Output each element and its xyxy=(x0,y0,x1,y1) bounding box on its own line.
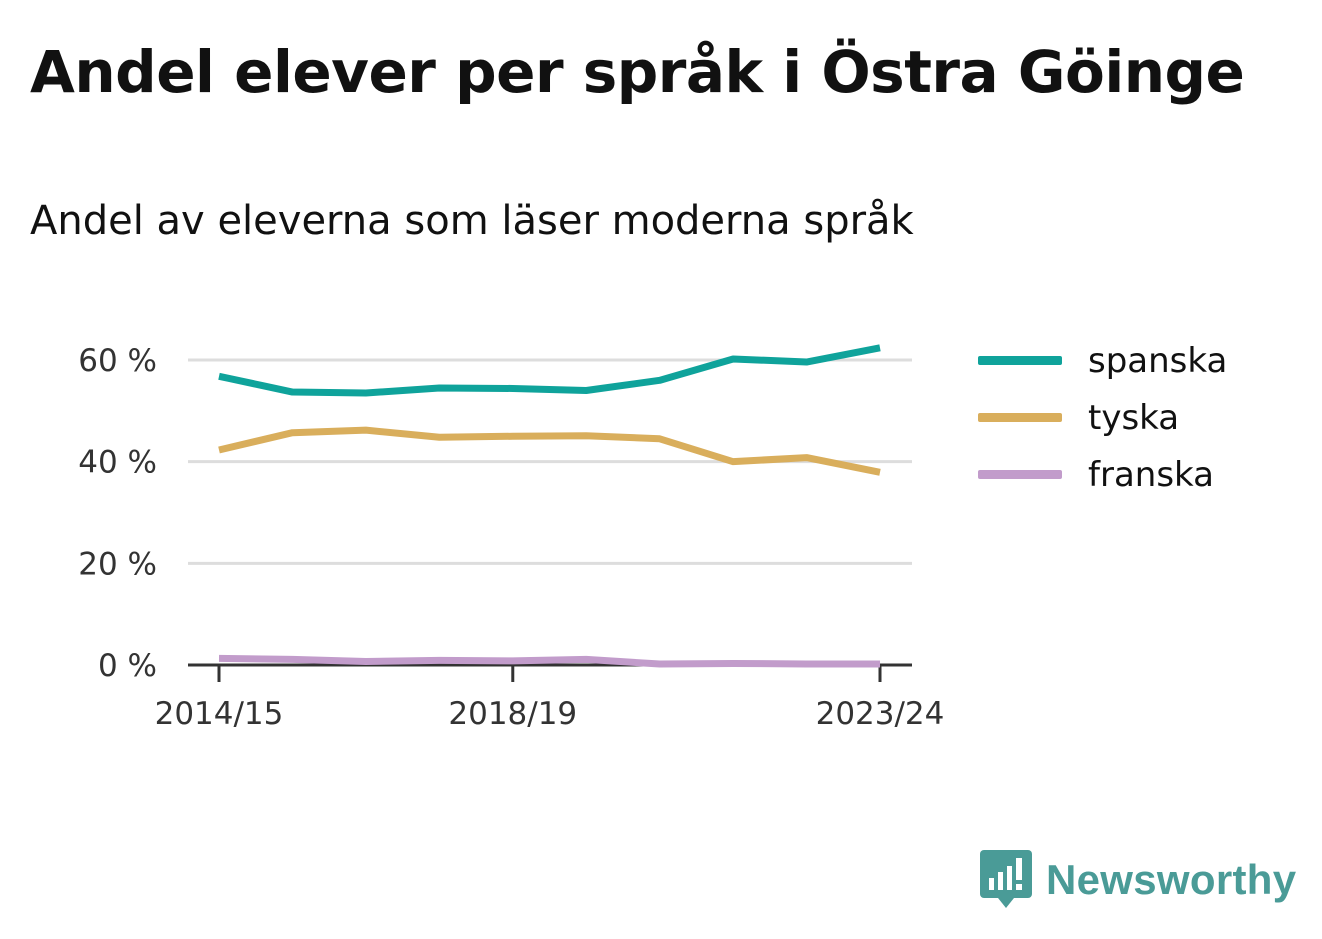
legend-label: franska xyxy=(1088,454,1214,495)
legend-item-franska: franska xyxy=(978,446,1227,503)
legend-label: spanska xyxy=(1088,340,1228,381)
y-tick-label: 20 % xyxy=(78,546,157,582)
x-tick-label: 2014/15 xyxy=(155,696,284,732)
y-tick-label: 0 % xyxy=(98,648,157,684)
legend-item-spanska: spanska xyxy=(978,332,1227,389)
newsworthy-logo-icon xyxy=(980,850,1032,908)
chart-title: Andel elever per språk i Östra Göinge xyxy=(30,38,1245,106)
chart-subtitle: Andel av eleverna som läser moderna språ… xyxy=(30,198,914,244)
x-axis: 2014/15 2018/19 2023/24 xyxy=(155,663,945,732)
y-tick-label: 40 % xyxy=(78,445,157,481)
x-tick-label: 2018/19 xyxy=(448,696,577,732)
series-lines xyxy=(218,344,881,668)
legend-label: tyska xyxy=(1088,397,1180,438)
legend: spanska tyska franska xyxy=(978,332,1227,503)
brand: Newsworthy xyxy=(980,850,1296,910)
series-line-tyska xyxy=(218,426,881,476)
series-line-spanska xyxy=(218,344,881,397)
y-tick-label: 60 % xyxy=(78,343,157,379)
legend-swatch xyxy=(978,356,1062,365)
x-tick-label: 2023/24 xyxy=(816,696,945,732)
brand-name: Newsworthy xyxy=(1046,856,1297,903)
legend-swatch xyxy=(978,470,1062,479)
y-axis-ticks: 0 % 20 % 40 % 60 % xyxy=(78,343,157,684)
series-line-franska xyxy=(218,654,880,668)
legend-item-tyska: tyska xyxy=(978,389,1227,446)
legend-swatch xyxy=(978,413,1062,422)
